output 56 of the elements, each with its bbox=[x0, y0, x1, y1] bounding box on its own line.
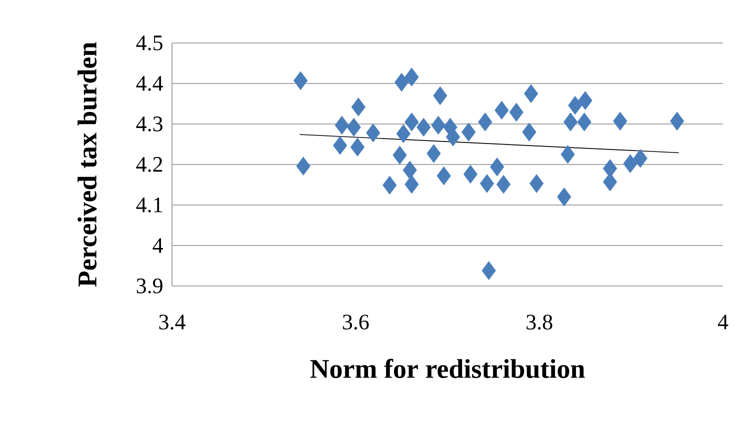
point bbox=[416, 118, 431, 137]
point bbox=[578, 91, 592, 110]
y-tick-label: 4 bbox=[152, 238, 163, 253]
y-tick-label: 4.2 bbox=[136, 157, 162, 172]
point bbox=[333, 136, 348, 155]
point bbox=[577, 112, 592, 132]
point bbox=[623, 154, 638, 173]
point bbox=[633, 149, 648, 168]
y-tick-label: 4.4 bbox=[136, 76, 163, 91]
point bbox=[462, 122, 476, 142]
point bbox=[394, 73, 409, 92]
y-tick-label: 4.3 bbox=[136, 116, 162, 132]
point bbox=[560, 145, 575, 164]
x-tick-label: 4 bbox=[718, 314, 728, 330]
point bbox=[522, 122, 536, 142]
point bbox=[494, 100, 509, 120]
y-tick-label: 4.5 bbox=[136, 36, 162, 50]
point bbox=[463, 164, 478, 184]
point bbox=[482, 261, 496, 280]
y-axis-title: Perceived tax burden bbox=[78, 42, 97, 287]
point bbox=[392, 146, 407, 164]
x-tick-label: 3.4 bbox=[159, 314, 186, 330]
point bbox=[346, 118, 361, 137]
point bbox=[350, 138, 365, 156]
point bbox=[613, 112, 628, 130]
point bbox=[436, 166, 451, 186]
point bbox=[404, 68, 419, 86]
point bbox=[433, 86, 448, 105]
point bbox=[351, 98, 366, 116]
x-tick-label: 3.8 bbox=[526, 314, 552, 330]
x-axis-title: Norm for redistribution bbox=[310, 358, 585, 378]
x-tick-label: 3.6 bbox=[342, 314, 369, 330]
point bbox=[426, 144, 441, 163]
point bbox=[334, 116, 349, 134]
point bbox=[480, 174, 494, 193]
point bbox=[496, 175, 511, 194]
point bbox=[382, 176, 397, 194]
point bbox=[296, 156, 310, 176]
point bbox=[402, 160, 417, 180]
point bbox=[524, 84, 538, 103]
point bbox=[366, 124, 380, 142]
point bbox=[294, 71, 308, 90]
point bbox=[568, 96, 582, 115]
point bbox=[509, 102, 524, 122]
point bbox=[530, 174, 544, 193]
point bbox=[404, 112, 419, 132]
y-tick-label: 3.9 bbox=[136, 278, 162, 294]
point bbox=[490, 158, 504, 176]
point bbox=[557, 188, 572, 206]
y-tick-label: 4.1 bbox=[136, 198, 162, 212]
point bbox=[564, 112, 578, 132]
point bbox=[478, 112, 492, 132]
point bbox=[431, 116, 446, 134]
point bbox=[404, 175, 419, 194]
point bbox=[670, 112, 684, 130]
point bbox=[396, 124, 410, 143]
